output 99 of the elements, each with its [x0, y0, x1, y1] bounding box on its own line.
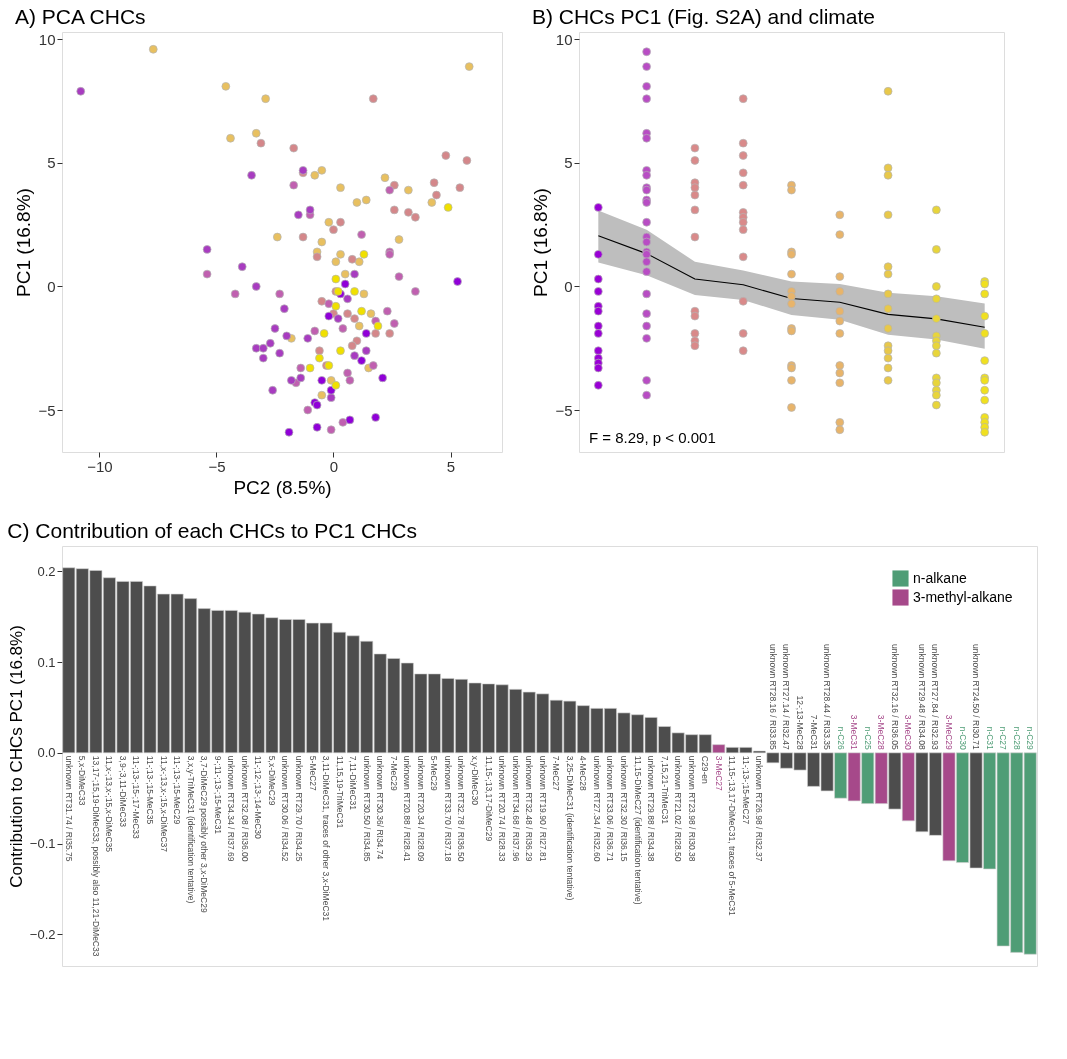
x-tick-label: 11-;13-;15-MeC35 — [145, 755, 156, 825]
x-tick-label: n-C27 — [998, 726, 1009, 751]
x-tick-label: n-C28 — [1011, 726, 1022, 751]
x-tick-label: C29-en — [700, 755, 711, 784]
chart-title: A) PCA CHCs — [14, 5, 146, 28]
annotation: F = 8.29, p < 0.001 — [589, 429, 716, 446]
x-tick-label: 5,x-DiMeC29 — [266, 755, 277, 806]
x-tick-label: x,y-DiMeC30 — [470, 755, 481, 806]
legend-label: 3-methyl-alkane — [913, 588, 1013, 605]
x-tick-label: 12-;13-MeC28 — [795, 695, 806, 751]
x-tick-label: 11,15-;13,17-DiMeC29 — [483, 755, 494, 842]
x-tick-label: 11-;12-;13-;14-MeC30 — [253, 755, 264, 840]
x-tick-label: unknown RT30.06 / RI34.52 — [280, 755, 291, 862]
y-tick-label: 0 — [564, 277, 573, 295]
x-tick-label: unknown RT30.50 / RI34.85 — [361, 755, 372, 862]
x-tick-label: 11-;13-;15-MeC29 — [172, 755, 183, 825]
x-tick-label: unknown RT21.02 / RI28.50 — [673, 755, 684, 862]
x-tick-label: 11-;13-;15-MeC27 — [740, 755, 751, 825]
y-tick-label: 10 — [555, 30, 573, 48]
x-tick-label: 5-MeC27 — [307, 755, 318, 792]
x-tick-label: unknown RT23.98 / RI30.38 — [686, 755, 697, 862]
chart-title: C) Contribution of each CHCs to PC1 CHCs — [7, 519, 417, 542]
x-tick-label: unknown RT20.74 / RI28.33 — [497, 755, 508, 862]
x-tick-label: 3-MeC27 — [713, 755, 724, 792]
x-tick-label: 7-MeC31 — [808, 714, 819, 751]
y-tick-label: 0.1 — [37, 654, 56, 670]
y-tick-label: −0.2 — [29, 926, 56, 942]
legend-label: n-alkane — [913, 569, 967, 586]
y-tick-label: −5 — [555, 401, 573, 419]
x-tick-label: unknown RT33.70 / RI37.18 — [442, 755, 453, 862]
x-tick-label: unknown RT20.34 / RI28.09 — [415, 755, 426, 862]
x-tick-label: unknown RT31.74 / RI35.75 — [63, 755, 74, 862]
x-tick-label: 5-MeC29 — [429, 755, 440, 792]
y-tick-label: 5 — [564, 154, 573, 172]
x-tick-label: unknown RT32.08 / RI36.00 — [239, 755, 250, 862]
y-tick-label: 0.2 — [37, 563, 56, 579]
x-tick-label: n-C30 — [957, 726, 968, 751]
x-tick-label: unknown RT28.16 / RI33.85 — [767, 644, 778, 751]
x-tick-label: 9-;11-;13-;15-MeC31 — [212, 755, 223, 835]
x-axis-title: PC2 (8.5%) — [233, 476, 332, 498]
x-tick-label: 7,11-DiMeC31 — [348, 755, 359, 811]
x-tick-label: unknown RT32.16 / RI36.05 — [889, 644, 900, 751]
x-tick-label: 5,x-DiMeC33 — [77, 755, 88, 806]
y-tick-label: 0 — [47, 277, 56, 295]
x-tick-label: unknown RT32.30 / RI36.15 — [618, 755, 629, 862]
x-tick-label: 3,9-;3,11-DiMeC33 — [117, 755, 128, 828]
x-tick-label: 3,11-DiMeC31, traces of other 3,x-DiMeC31 — [321, 755, 332, 922]
x-tick-label: unknown RT27.84 / RI32.93 — [930, 644, 941, 751]
x-tick-label: 3,25-DiMeC31 (identification tentative) — [564, 755, 575, 901]
x-tick-label: 0 — [329, 457, 339, 475]
x-tick-label: 4-MeC28 — [578, 755, 589, 792]
x-tick-label: unknown RT34.68 / RI37.96 — [510, 755, 521, 862]
y-tick-label: 5 — [47, 154, 56, 172]
x-tick-label: n-C31 — [984, 726, 995, 751]
x-tick-label: unknown RT19.90 / RI27.81 — [537, 755, 548, 862]
x-tick-label: unknown RT32.48 / RI36.29 — [524, 755, 535, 862]
x-tick-label: unknown RT33.06 / RI36.71 — [605, 755, 616, 862]
x-tick-label: −5 — [208, 457, 226, 475]
chart-title: B) CHCs PC1 (Fig. S2A) and climate — [531, 5, 876, 28]
x-tick-label: 11-;13-;15-;17-MeC33 — [131, 755, 142, 840]
x-tick-label: 7-MeC27 — [551, 755, 562, 792]
x-tick-label: unknown RT24.50 / RI30.71 — [971, 644, 982, 751]
y-axis-title: Contribution to CHCs PC1 (16.8%) — [6, 625, 26, 888]
x-tick-label: 11,x-;13,x-;15,x-DiMeC35 — [104, 755, 115, 853]
x-tick-label: n-C26 — [835, 726, 846, 751]
x-tick-label: unknown RT20.88 / RI28.41 — [402, 755, 413, 862]
x-tick-label: unknown RT27.34 / RI32.60 — [591, 755, 602, 862]
y-axis-title: PC1 (16.8%) — [530, 188, 552, 297]
x-tick-label: 3-MeC28 — [876, 714, 887, 751]
x-tick-label: 5 — [446, 457, 456, 475]
x-tick-label: 11,15-;13,17-DiMeC31, traces of 5-MeC31 — [727, 755, 738, 917]
x-tick-label: unknown RT30.36/ RI34.74 — [375, 755, 386, 860]
x-tick-label: n-C25 — [862, 726, 873, 751]
x-tick-label: 3-MeC31 — [849, 714, 860, 751]
x-tick-label: −10 — [87, 457, 113, 475]
x-tick-label: 11,15-DiMeC27 (identification tentative) — [632, 755, 643, 905]
x-tick-label: 11,15,19-TriMeC31 — [334, 755, 345, 829]
x-tick-label: 3,x,y-TriMeC31 (identification tentative) — [185, 755, 196, 904]
y-tick-label: 10 — [38, 30, 56, 48]
x-tick-label: 13,17-;15,19-DiMeC33, possibly also 11,21-DiMeC33 — [90, 755, 101, 957]
x-tick-label: 3-MeC30 — [903, 714, 914, 751]
x-tick-label: unknown RT32.78 / RI36.50 — [456, 755, 467, 862]
y-tick-label: 0.0 — [37, 745, 56, 761]
x-tick-label: 7-MeC29 — [388, 755, 399, 792]
x-tick-label: 3-MeC29 — [943, 714, 954, 751]
y-axis-title: PC1 (16.8%) — [13, 188, 35, 297]
x-tick-label: unknown RT34.34 / RI37.69 — [226, 755, 237, 862]
y-tick-label: −0.1 — [29, 836, 56, 852]
x-tick-label: 7,15,21-TriMeC31 — [659, 755, 670, 825]
x-tick-label: unknown RT29.48 / RI34.08 — [916, 644, 927, 751]
x-tick-label: 3,7-DiMeC29 possibly other 3,x-DiMeC29 — [199, 755, 210, 913]
x-tick-label: unknown RT28.44 / RI33.35 — [822, 644, 833, 751]
x-tick-label: unknown RT27.14 / RI32.47 — [781, 644, 792, 751]
y-tick-label: −5 — [38, 401, 56, 419]
x-tick-label: unknown RT26.98 / RI32.37 — [754, 755, 765, 862]
x-tick-label: 11,x-;13,x-;15,x-DiMeC37 — [158, 755, 169, 853]
x-tick-label: n-C29 — [1025, 726, 1036, 751]
x-tick-label: unknown RT29.88 / RI34.38 — [646, 755, 657, 862]
x-tick-label: unknown RT29.70 / RI34.25 — [293, 755, 304, 862]
